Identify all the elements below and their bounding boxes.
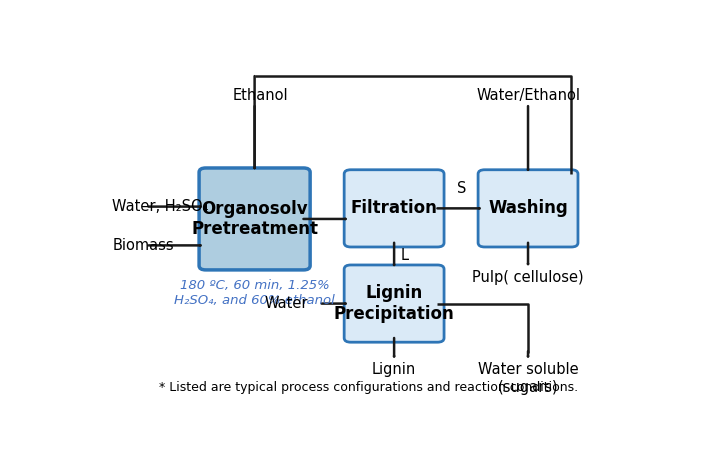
Text: Biomass: Biomass xyxy=(112,238,174,253)
Text: Lignin: Lignin xyxy=(372,362,416,377)
Text: Ethanol: Ethanol xyxy=(233,87,288,103)
FancyBboxPatch shape xyxy=(344,265,444,342)
Text: Filtration: Filtration xyxy=(351,199,438,218)
FancyBboxPatch shape xyxy=(478,170,578,247)
Text: Water, H₂SO₄: Water, H₂SO₄ xyxy=(112,199,209,214)
FancyBboxPatch shape xyxy=(199,168,310,270)
Text: 180 ºC, 60 min, 1.25%
H₂SO₄, and 60% ethanol: 180 ºC, 60 min, 1.25% H₂SO₄, and 60% eth… xyxy=(174,279,335,307)
Text: * Listed are typical process configurations and reaction conditions.: * Listed are typical process configurati… xyxy=(159,381,579,393)
Text: S: S xyxy=(456,181,466,196)
Text: Pulp( cellulose): Pulp( cellulose) xyxy=(472,270,584,285)
Text: L: L xyxy=(401,248,409,263)
Text: Washing: Washing xyxy=(488,199,568,218)
FancyBboxPatch shape xyxy=(344,170,444,247)
Text: Water: Water xyxy=(264,296,307,311)
Text: Lignin
Precipitation: Lignin Precipitation xyxy=(334,284,454,323)
Text: Water/Ethanol: Water/Ethanol xyxy=(476,87,580,103)
Text: Organosolv
Pretreatment: Organosolv Pretreatment xyxy=(191,200,318,238)
Text: Water soluble
(sugars): Water soluble (sugars) xyxy=(477,362,578,395)
